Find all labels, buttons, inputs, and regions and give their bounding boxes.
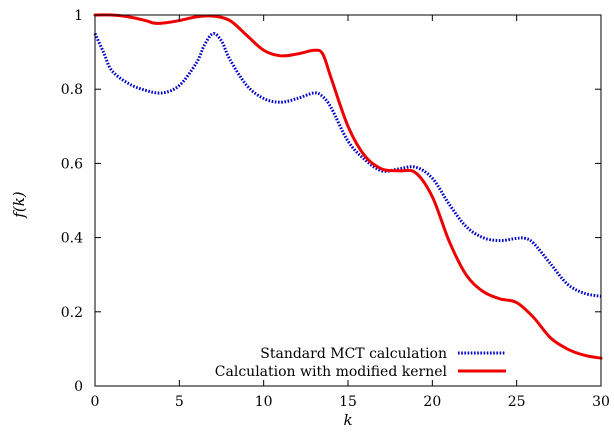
y-tick-label: 0.2 [61,305,83,321]
y-axis-label: f(k) [10,191,28,218]
y-tick-label: 0.4 [61,231,83,247]
x-tick-label: 10 [255,394,273,410]
y-tick-label: 0.8 [61,82,83,98]
y-tick-label: 1 [74,8,83,24]
x-tick-label: 25 [508,394,526,410]
legend: Standard MCT calculation Calculation wit… [215,346,506,380]
x-tick-label: 5 [175,394,184,410]
y-tick-label: 0.6 [61,156,83,172]
legend-label-modified-kernel: Calculation with modified kernel [215,364,448,380]
series-line-modified-kernel [93,13,603,360]
x-axis-label: k [343,411,352,429]
x-tick-label: 15 [339,394,357,410]
legend-label-standard-mct: Standard MCT calculation [260,346,447,362]
y-tick-label: 0 [74,379,83,395]
series-line-standard-mct [93,32,602,298]
plot-frame [94,14,602,387]
x-tick-label: 20 [423,394,441,410]
x-tick-label: 30 [592,394,610,410]
x-tick-label: 0 [91,394,100,410]
